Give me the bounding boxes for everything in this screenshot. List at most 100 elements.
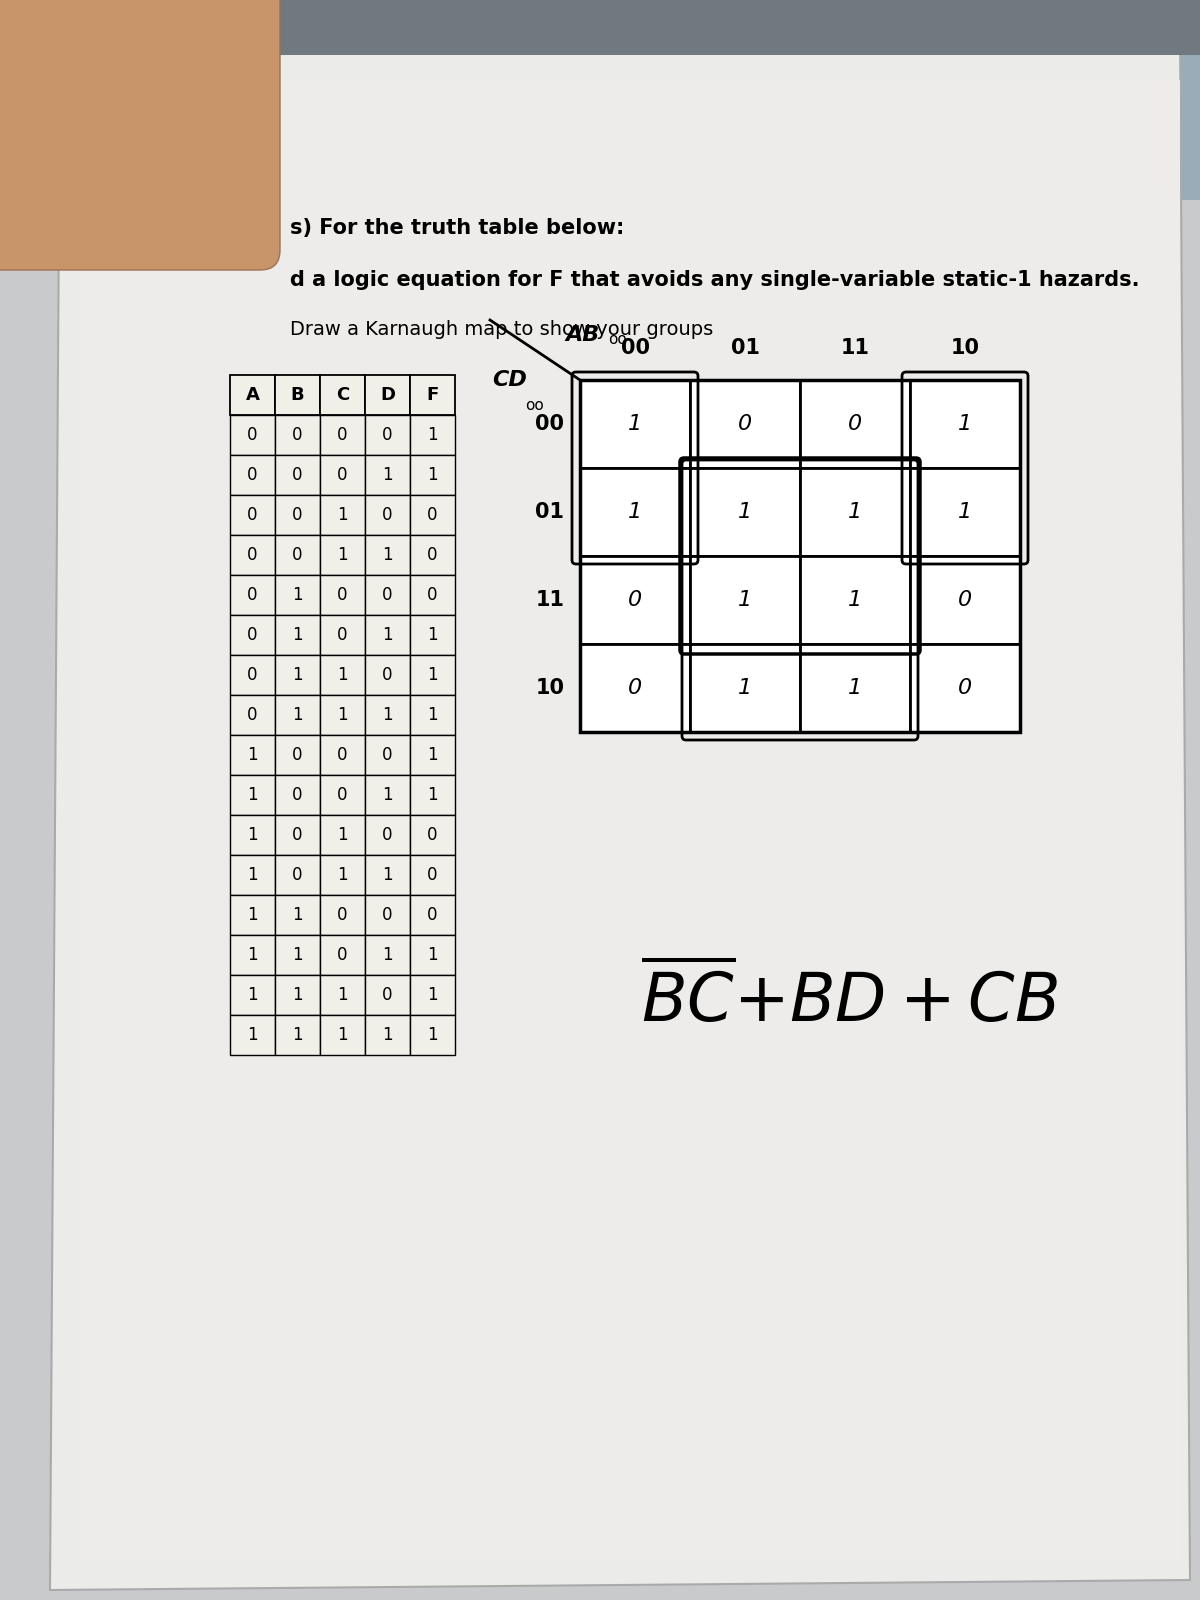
Text: 0: 0 (293, 466, 302, 483)
Text: 0: 0 (337, 426, 348, 443)
FancyBboxPatch shape (230, 934, 275, 974)
FancyBboxPatch shape (320, 734, 365, 774)
FancyBboxPatch shape (410, 654, 455, 694)
Text: 0: 0 (738, 414, 752, 434)
FancyBboxPatch shape (410, 774, 455, 814)
FancyBboxPatch shape (230, 574, 275, 614)
Text: 1: 1 (628, 502, 642, 522)
Text: C: C (336, 386, 349, 403)
Text: 0: 0 (337, 626, 348, 643)
Text: 01: 01 (535, 502, 564, 522)
Text: 1: 1 (382, 1026, 392, 1043)
FancyBboxPatch shape (365, 374, 410, 414)
Text: 1: 1 (427, 466, 438, 483)
Text: 1: 1 (738, 590, 752, 610)
FancyBboxPatch shape (365, 894, 410, 934)
FancyBboxPatch shape (320, 934, 365, 974)
FancyBboxPatch shape (410, 894, 455, 934)
Text: 1: 1 (292, 706, 302, 723)
FancyBboxPatch shape (320, 854, 365, 894)
FancyBboxPatch shape (320, 894, 365, 934)
FancyBboxPatch shape (410, 414, 455, 454)
Text: 1: 1 (337, 1026, 348, 1043)
Text: 1: 1 (247, 906, 258, 925)
Text: 0: 0 (337, 786, 348, 803)
FancyBboxPatch shape (910, 643, 1020, 733)
Text: 0: 0 (383, 666, 392, 685)
FancyBboxPatch shape (365, 614, 410, 654)
FancyBboxPatch shape (275, 814, 320, 854)
Text: 1: 1 (628, 414, 642, 434)
FancyBboxPatch shape (320, 414, 365, 454)
Text: 1: 1 (382, 466, 392, 483)
Text: 1: 1 (292, 586, 302, 603)
Text: 1: 1 (247, 866, 258, 883)
FancyBboxPatch shape (580, 643, 690, 733)
FancyBboxPatch shape (275, 894, 320, 934)
FancyBboxPatch shape (320, 694, 365, 734)
Text: 1: 1 (337, 986, 348, 1005)
FancyBboxPatch shape (275, 654, 320, 694)
FancyBboxPatch shape (275, 534, 320, 574)
Text: 0: 0 (293, 506, 302, 525)
FancyBboxPatch shape (580, 557, 690, 643)
FancyBboxPatch shape (275, 934, 320, 974)
Text: 0: 0 (247, 546, 258, 565)
Text: 0: 0 (247, 706, 258, 723)
Text: 1: 1 (848, 502, 862, 522)
Text: 1: 1 (247, 786, 258, 803)
Text: AB: AB (565, 325, 599, 346)
Text: 1: 1 (427, 786, 438, 803)
FancyBboxPatch shape (410, 494, 455, 534)
Text: A: A (246, 386, 259, 403)
FancyBboxPatch shape (275, 974, 320, 1014)
FancyBboxPatch shape (410, 974, 455, 1014)
Text: 0: 0 (958, 678, 972, 698)
FancyBboxPatch shape (365, 1014, 410, 1054)
Text: 0: 0 (427, 546, 438, 565)
Text: 0: 0 (427, 506, 438, 525)
Text: 0: 0 (383, 506, 392, 525)
FancyBboxPatch shape (80, 80, 1180, 1560)
Text: 0: 0 (383, 426, 392, 443)
Text: 0: 0 (293, 786, 302, 803)
Text: 1: 1 (292, 906, 302, 925)
FancyBboxPatch shape (320, 654, 365, 694)
FancyBboxPatch shape (410, 574, 455, 614)
Text: 11: 11 (840, 338, 870, 358)
FancyBboxPatch shape (410, 854, 455, 894)
FancyBboxPatch shape (230, 774, 275, 814)
Text: 0: 0 (293, 826, 302, 845)
Text: 11: 11 (535, 590, 564, 610)
FancyBboxPatch shape (410, 814, 455, 854)
Text: 1: 1 (292, 666, 302, 685)
Text: 0: 0 (383, 746, 392, 765)
FancyBboxPatch shape (365, 974, 410, 1014)
FancyBboxPatch shape (410, 614, 455, 654)
Text: 1: 1 (292, 626, 302, 643)
Text: 1: 1 (738, 678, 752, 698)
FancyBboxPatch shape (230, 814, 275, 854)
FancyBboxPatch shape (690, 467, 800, 557)
FancyBboxPatch shape (320, 574, 365, 614)
Text: 1: 1 (337, 826, 348, 845)
Text: 1: 1 (337, 666, 348, 685)
Text: 1: 1 (337, 506, 348, 525)
FancyBboxPatch shape (275, 1014, 320, 1054)
FancyBboxPatch shape (320, 534, 365, 574)
FancyBboxPatch shape (0, 0, 1200, 301)
Text: 0: 0 (427, 586, 438, 603)
Text: 1: 1 (848, 678, 862, 698)
Text: 0: 0 (383, 826, 392, 845)
FancyBboxPatch shape (275, 774, 320, 814)
Text: 0: 0 (247, 626, 258, 643)
Text: 0: 0 (628, 590, 642, 610)
FancyBboxPatch shape (410, 534, 455, 574)
Text: 0: 0 (427, 866, 438, 883)
Text: 1: 1 (427, 706, 438, 723)
FancyBboxPatch shape (230, 974, 275, 1014)
Text: d a logic equation for F that avoids any single-variable static-1 hazards.: d a logic equation for F that avoids any… (290, 270, 1140, 290)
FancyBboxPatch shape (320, 774, 365, 814)
FancyBboxPatch shape (910, 379, 1020, 467)
Text: s) For the truth table below:: s) For the truth table below: (290, 218, 624, 238)
